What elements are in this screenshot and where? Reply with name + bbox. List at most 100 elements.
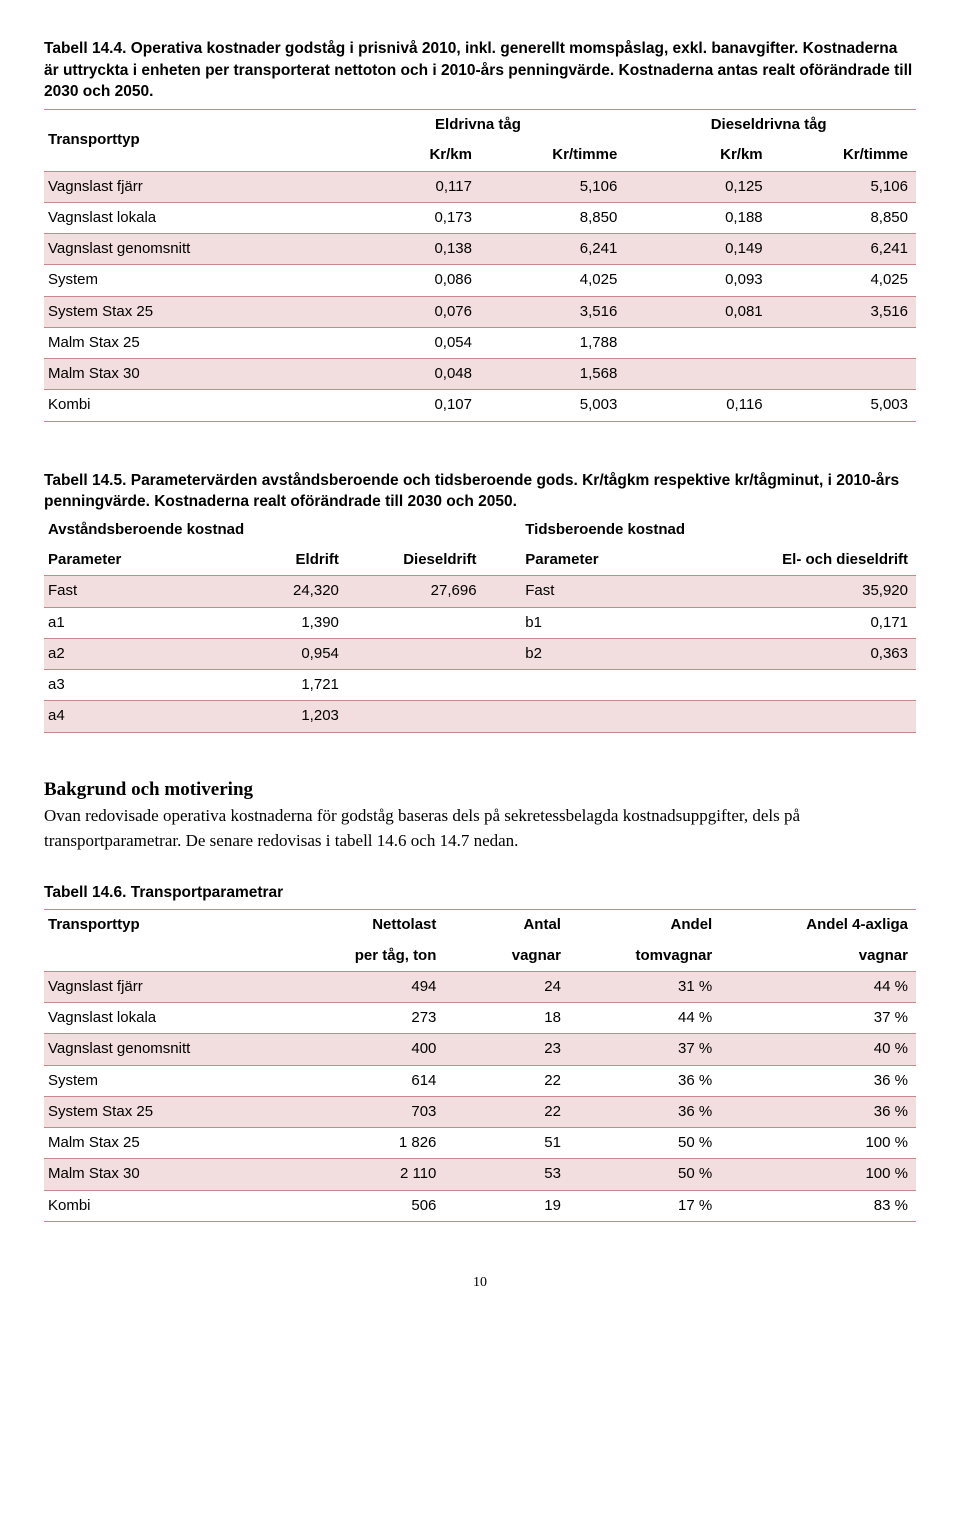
cell: Vagnslast genomsnitt [44, 1034, 293, 1065]
cell: 24,320 [209, 576, 347, 607]
cell: 494 [293, 971, 444, 1002]
col-krt-e: Kr/timme [480, 140, 625, 171]
cell: 37 % [720, 1003, 916, 1034]
cell: 51 [444, 1128, 569, 1159]
cell: 506 [293, 1190, 444, 1221]
table-row: Vagnslast genomsnitt 400 23 37 % 40 % [44, 1034, 916, 1065]
cell: 0,149 [625, 234, 770, 265]
table-row: System Stax 25 703 22 36 % 36 % [44, 1096, 916, 1127]
cell [347, 670, 485, 701]
cell: 19 [444, 1190, 569, 1221]
cell: 3,516 [480, 296, 625, 327]
cell: 50 % [569, 1128, 720, 1159]
table-row: Kombi 506 19 17 % 83 % [44, 1190, 916, 1221]
table-row: a3 1,721 [44, 670, 916, 701]
col-eldrift: Eldrift [209, 545, 347, 576]
cell: 31 % [569, 971, 720, 1002]
cell: 44 % [569, 1003, 720, 1034]
cell: Vagnslast lokala [44, 202, 335, 233]
col-andel-l2: tomvagnar [569, 941, 720, 972]
cell: Vagnslast genomsnitt [44, 234, 335, 265]
col-nettolast-l1: Nettolast [293, 910, 444, 941]
page-number: 10 [44, 1274, 916, 1293]
cell: 0,081 [625, 296, 770, 327]
cell: Malm Stax 25 [44, 327, 335, 358]
cell: 36 % [569, 1096, 720, 1127]
cell: 703 [293, 1096, 444, 1127]
table-row: a1 1,390 b1 0,171 [44, 607, 916, 638]
cell: 0,048 [335, 359, 480, 390]
cell: 100 % [720, 1128, 916, 1159]
cell: 1 826 [293, 1128, 444, 1159]
section-heading: Bakgrund och motivering [44, 777, 916, 803]
cell [771, 327, 916, 358]
cell: Vagnslast fjärr [44, 971, 293, 1002]
cell: 0,116 [625, 390, 770, 421]
cell: 0,076 [335, 296, 480, 327]
cell [686, 701, 916, 732]
cell [625, 359, 770, 390]
cell: 0,093 [625, 265, 770, 296]
cell: 1,568 [480, 359, 625, 390]
table-row: Malm Stax 30 2 110 53 50 % 100 % [44, 1159, 916, 1190]
cell: 5,106 [771, 171, 916, 202]
table-row: Vagnslast fjärr 0,117 5,106 0,125 5,106 [44, 171, 916, 202]
cell: 0,171 [686, 607, 916, 638]
cell: 0,954 [209, 638, 347, 669]
col-antal-l2: vagnar [444, 941, 569, 972]
colgroup-avstand: Avståndsberoende kostnad [44, 515, 485, 545]
cell: Malm Stax 30 [44, 1159, 293, 1190]
table-row: Vagnslast lokala 273 18 44 % 37 % [44, 1003, 916, 1034]
cell: 0,138 [335, 234, 480, 265]
cell [347, 607, 485, 638]
cell: Malm Stax 25 [44, 1128, 293, 1159]
cell: 6,241 [480, 234, 625, 265]
cell [625, 327, 770, 358]
cell: 0,125 [625, 171, 770, 202]
section-body: Ovan redovisade operativa kostnaderna fö… [44, 804, 916, 853]
cell: System Stax 25 [44, 1096, 293, 1127]
cell: 0,363 [686, 638, 916, 669]
cell: 614 [293, 1065, 444, 1096]
cell: 36 % [720, 1096, 916, 1127]
table-row: Vagnslast lokala 0,173 8,850 0,188 8,850 [44, 202, 916, 233]
cell [686, 670, 916, 701]
cell: 0,054 [335, 327, 480, 358]
colgroup-eldrivna: Eldrivna tåg [335, 110, 626, 141]
cell: 0,188 [625, 202, 770, 233]
cell: 35,920 [686, 576, 916, 607]
cell [521, 670, 686, 701]
cell [347, 701, 485, 732]
cell: Fast [521, 576, 686, 607]
rowhead-transporttyp: Transporttyp [44, 110, 335, 172]
col-nettolast-l2: per tåg, ton [293, 941, 444, 972]
table-14-4: Transporttyp Eldrivna tåg Dieseldrivna t… [44, 109, 916, 422]
col-antal-l1: Antal [444, 910, 569, 941]
cell: 100 % [720, 1159, 916, 1190]
table-row: Kombi 0,107 5,003 0,116 5,003 [44, 390, 916, 421]
table-14-6-caption: Tabell 14.6. Transportparametrar [44, 882, 916, 904]
table-row: Fast 24,320 27,696 Fast 35,920 [44, 576, 916, 607]
table-row: System 614 22 36 % 36 % [44, 1065, 916, 1096]
cell: 400 [293, 1034, 444, 1065]
table-14-5-caption: Tabell 14.5. Parametervärden avståndsber… [44, 470, 916, 513]
cell: 27,696 [347, 576, 485, 607]
cell: 36 % [569, 1065, 720, 1096]
table-row: Malm Stax 25 1 826 51 50 % 100 % [44, 1128, 916, 1159]
cell [521, 701, 686, 732]
cell: 1,788 [480, 327, 625, 358]
cell: Vagnslast lokala [44, 1003, 293, 1034]
cell: 53 [444, 1159, 569, 1190]
cell: 8,850 [480, 202, 625, 233]
table-row: Malm Stax 30 0,048 1,568 [44, 359, 916, 390]
cell: b1 [521, 607, 686, 638]
cell: 4,025 [480, 265, 625, 296]
table-row: Vagnslast genomsnitt 0,138 6,241 0,149 6… [44, 234, 916, 265]
cell: 24 [444, 971, 569, 1002]
table-row: a2 0,954 b2 0,363 [44, 638, 916, 669]
cell: Kombi [44, 390, 335, 421]
col-krkm-e: Kr/km [335, 140, 480, 171]
cell: a4 [44, 701, 209, 732]
cell: 36 % [720, 1065, 916, 1096]
col-4ax-l2: vagnar [720, 941, 916, 972]
